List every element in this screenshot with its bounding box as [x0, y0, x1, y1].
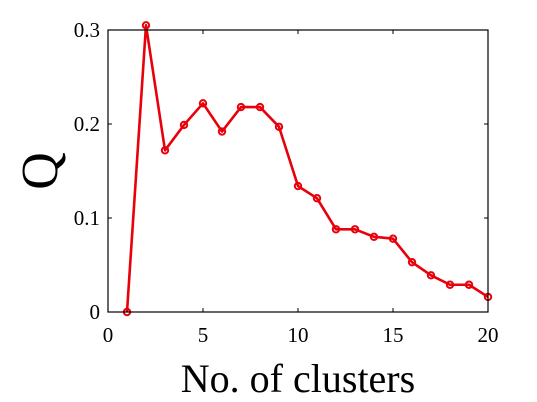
data-point [445, 280, 455, 289]
data-point [426, 271, 436, 280]
data-point [236, 102, 246, 112]
y-tick-label: 0.3 [74, 18, 100, 42]
y-tick-label: 0 [90, 300, 101, 324]
data-point [331, 225, 341, 234]
data-point [312, 194, 322, 203]
data-point [293, 181, 303, 191]
data-point [464, 280, 474, 289]
y-tick-label: 0.1 [74, 206, 100, 230]
data-point [255, 102, 265, 112]
data-point [369, 232, 379, 242]
x-tick-label: 5 [198, 323, 209, 347]
data-point [141, 21, 151, 30]
data-point [388, 234, 398, 243]
plot-frame [107, 29, 489, 313]
y-tick-label: 0.2 [74, 112, 100, 136]
data-point [198, 99, 208, 108]
x-tick-label: 15 [383, 323, 404, 347]
tick-labels: 0 5 10 15 20 0 0.1 0.2 0.3 [74, 18, 499, 347]
data-point [217, 127, 227, 136]
data-point [179, 120, 189, 130]
x-tick-label: 0 [103, 323, 114, 347]
data-point [160, 146, 170, 155]
data-point [407, 257, 417, 267]
x-axis-title: No. of clusters [181, 356, 415, 401]
x-tick-label: 10 [288, 323, 309, 347]
data-point [350, 225, 360, 234]
data-point [274, 122, 284, 132]
x-tick-label: 20 [478, 323, 499, 347]
y-axis-title: Q [12, 152, 69, 190]
